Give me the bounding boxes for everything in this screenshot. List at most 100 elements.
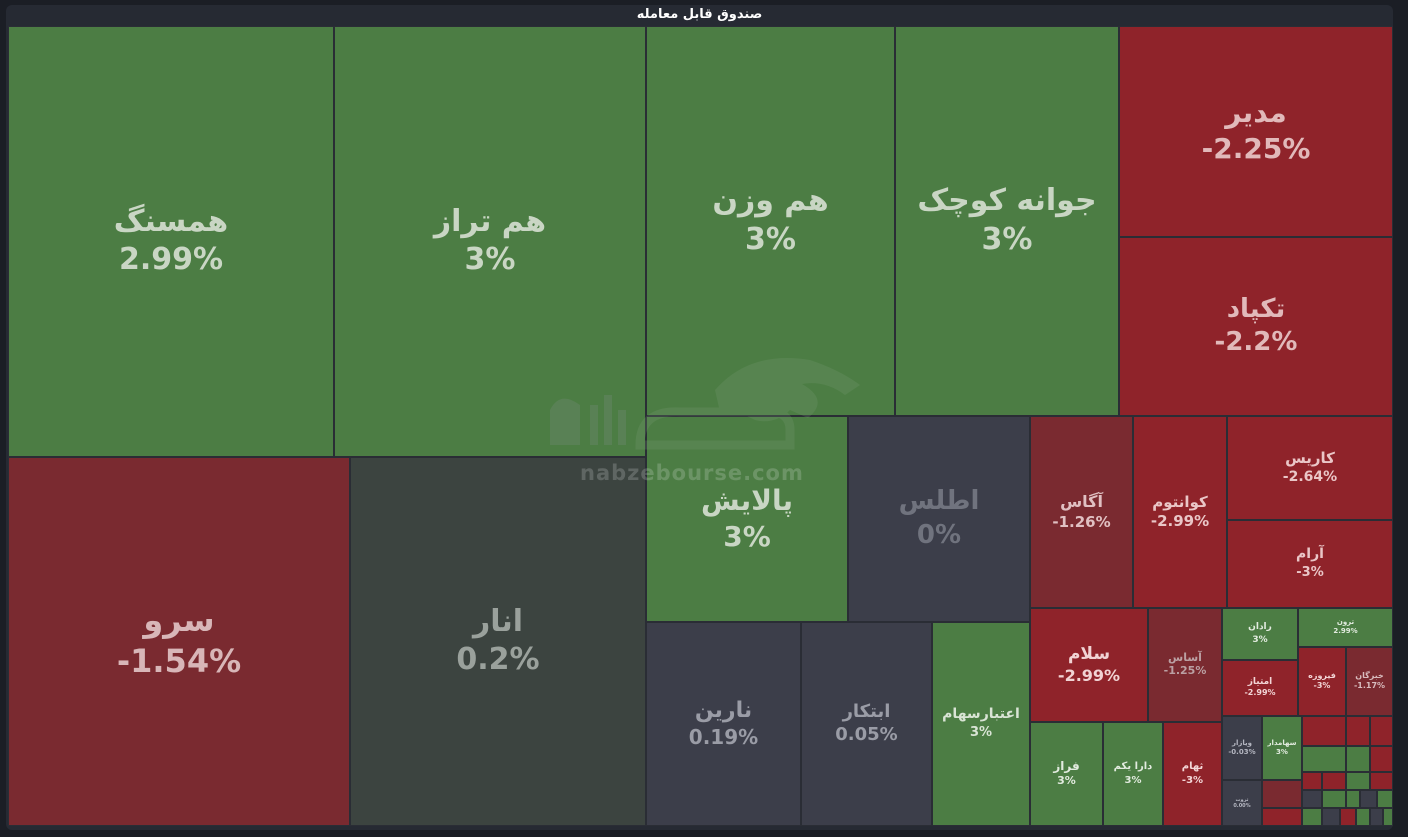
treemap: همسنگ 2.99% هم تراز 3% هم وزن 3% جوانه کوچک 3% م… [8,26,1393,826]
tile-1[interactable]: همسنگ 2.99% [8,26,334,457]
tile-change: -2.99% [1150,512,1210,531]
tile-change: -1.54% [116,641,242,680]
tile-9[interactable]: پالایش 3% [646,416,848,622]
tile-change: 2.99% [118,242,224,277]
micro-tile[interactable] [1262,808,1302,826]
tile-change: 3% [1057,774,1076,788]
micro-tile[interactable] [1370,746,1393,772]
tile-change: 3% [723,519,771,553]
tile-15[interactable]: نارین 0.19% [646,622,801,826]
micro-tile[interactable] [1322,808,1340,826]
tile-27[interactable]: ثهام -3% [1163,722,1222,826]
tile-name: آگاس [1060,491,1103,511]
micro-tile[interactable] [1346,716,1370,746]
tile-name: ثروت [1235,796,1249,803]
tile-change: 3% [745,221,796,257]
tile-name: کوانتوم [1152,492,1208,511]
tile-28[interactable]: ویازار -0.03% [1222,716,1262,780]
tile-change: -1.26% [1052,512,1111,531]
micro-tile[interactable] [1370,808,1383,826]
tile-name: سرو [143,600,215,639]
tile-name: ویازار [1231,738,1253,747]
micro-tile[interactable] [1356,808,1370,826]
micro-tile[interactable] [1340,808,1356,826]
tile-11[interactable]: آگاس -1.26% [1030,416,1133,608]
tile-26[interactable]: دارا یکم 3% [1103,722,1163,826]
tile-name: دارا یکم [1113,761,1153,772]
tile-name: اطلس [898,486,980,517]
tile-6[interactable]: تکپاد -2.2% [1119,237,1393,416]
tile-name: ترون [1336,618,1355,627]
micro-tile[interactable] [1302,772,1322,790]
micro-tile[interactable] [1322,772,1346,790]
tile-change: 2.99% [1333,627,1358,636]
micro-tile[interactable] [1370,772,1393,790]
tile-name: آرام [1296,546,1324,563]
micro-tile[interactable] [1360,790,1377,808]
tile-change: -1.17% [1353,681,1386,691]
tile-change: -2.64% [1282,468,1338,485]
tile-29[interactable]: سهامدار 3% [1262,716,1302,780]
tile-change: -3% [1313,681,1331,691]
tile-name: ثهام [1181,761,1204,772]
tile-name: تکپاد [1226,293,1286,324]
tile-name: آساس [1168,650,1202,664]
micro-tile[interactable] [1322,790,1346,808]
tile-change: -2.25% [1201,132,1311,166]
tile-name: هم تراز [433,203,547,239]
tile-change: -2.99% [1057,665,1121,685]
tile-7[interactable]: سرو -1.54% [8,457,350,826]
tile-4[interactable]: جوانه کوچک 3% [895,26,1119,416]
micro-tile[interactable] [1383,808,1393,826]
tile-8[interactable]: انار 0.2% [350,457,646,826]
tile-change: 3% [1252,634,1268,645]
tile-30[interactable]: ثروت 0.00% [1222,780,1262,826]
tile-10[interactable]: اطلس 0% [848,416,1030,622]
tile-2[interactable]: هم تراز 3% [334,26,646,457]
micro-tile[interactable] [1302,808,1322,826]
tile-name: فیروزه [1308,671,1336,681]
micro-tile[interactable] [1262,780,1302,808]
micro-tile[interactable] [1302,790,1322,808]
tile-name: پالایش [701,483,793,517]
micro-tile[interactable] [1346,772,1370,790]
tile-name: سهامدار [1267,738,1297,747]
tile-22[interactable]: فیروزه -3% [1298,647,1346,716]
tile-change: 3% [1276,747,1288,756]
tile-name: ابتکار [842,700,891,722]
tile-name: هم وزن [712,183,829,218]
micro-tile[interactable] [1346,790,1360,808]
tile-17[interactable]: اعتبارسهام 3% [932,622,1030,826]
tile-12[interactable]: کوانتوم -2.99% [1133,416,1227,608]
tile-21[interactable]: ترون 2.99% [1298,608,1393,647]
tile-change: -0.03% [1228,747,1256,756]
tile-name: مدیر [1225,96,1287,130]
tile-25[interactable]: فراز 3% [1030,722,1103,826]
micro-tile[interactable] [1302,716,1346,746]
tile-change: 3% [969,724,993,740]
tile-13[interactable]: کاریس -2.64% [1227,416,1393,520]
tile-name: سلام [1067,643,1111,664]
tile-16[interactable]: ابتکار 0.05% [801,622,932,826]
micro-tile[interactable] [1346,746,1370,772]
tile-19[interactable]: آساس -1.25% [1148,608,1222,722]
tile-change: -1.25% [1163,664,1207,678]
micro-tile[interactable] [1377,790,1393,808]
tile-name: خبرگان [1355,671,1384,681]
tile-name: فراز [1053,759,1080,774]
tile-23[interactable]: امتیاز -2.99% [1222,660,1298,716]
tile-change: 0.19% [688,725,759,750]
tile-name: امتیاز [1247,676,1273,687]
tile-20[interactable]: رادان 3% [1222,608,1298,660]
tile-change: -3% [1181,774,1204,786]
tile-18[interactable]: سلام -2.99% [1030,608,1148,722]
tile-name: رادان [1248,622,1272,633]
tile-name: کاریس [1285,449,1335,468]
tile-14[interactable]: آرام -3% [1227,520,1393,608]
micro-tile[interactable] [1302,746,1346,772]
micro-tile[interactable] [1370,716,1393,746]
tile-3[interactable]: هم وزن 3% [646,26,895,416]
tile-change: 3% [981,221,1033,257]
tile-24[interactable]: خبرگان -1.17% [1346,647,1393,716]
tile-5[interactable]: مدیر -2.25% [1119,26,1393,237]
